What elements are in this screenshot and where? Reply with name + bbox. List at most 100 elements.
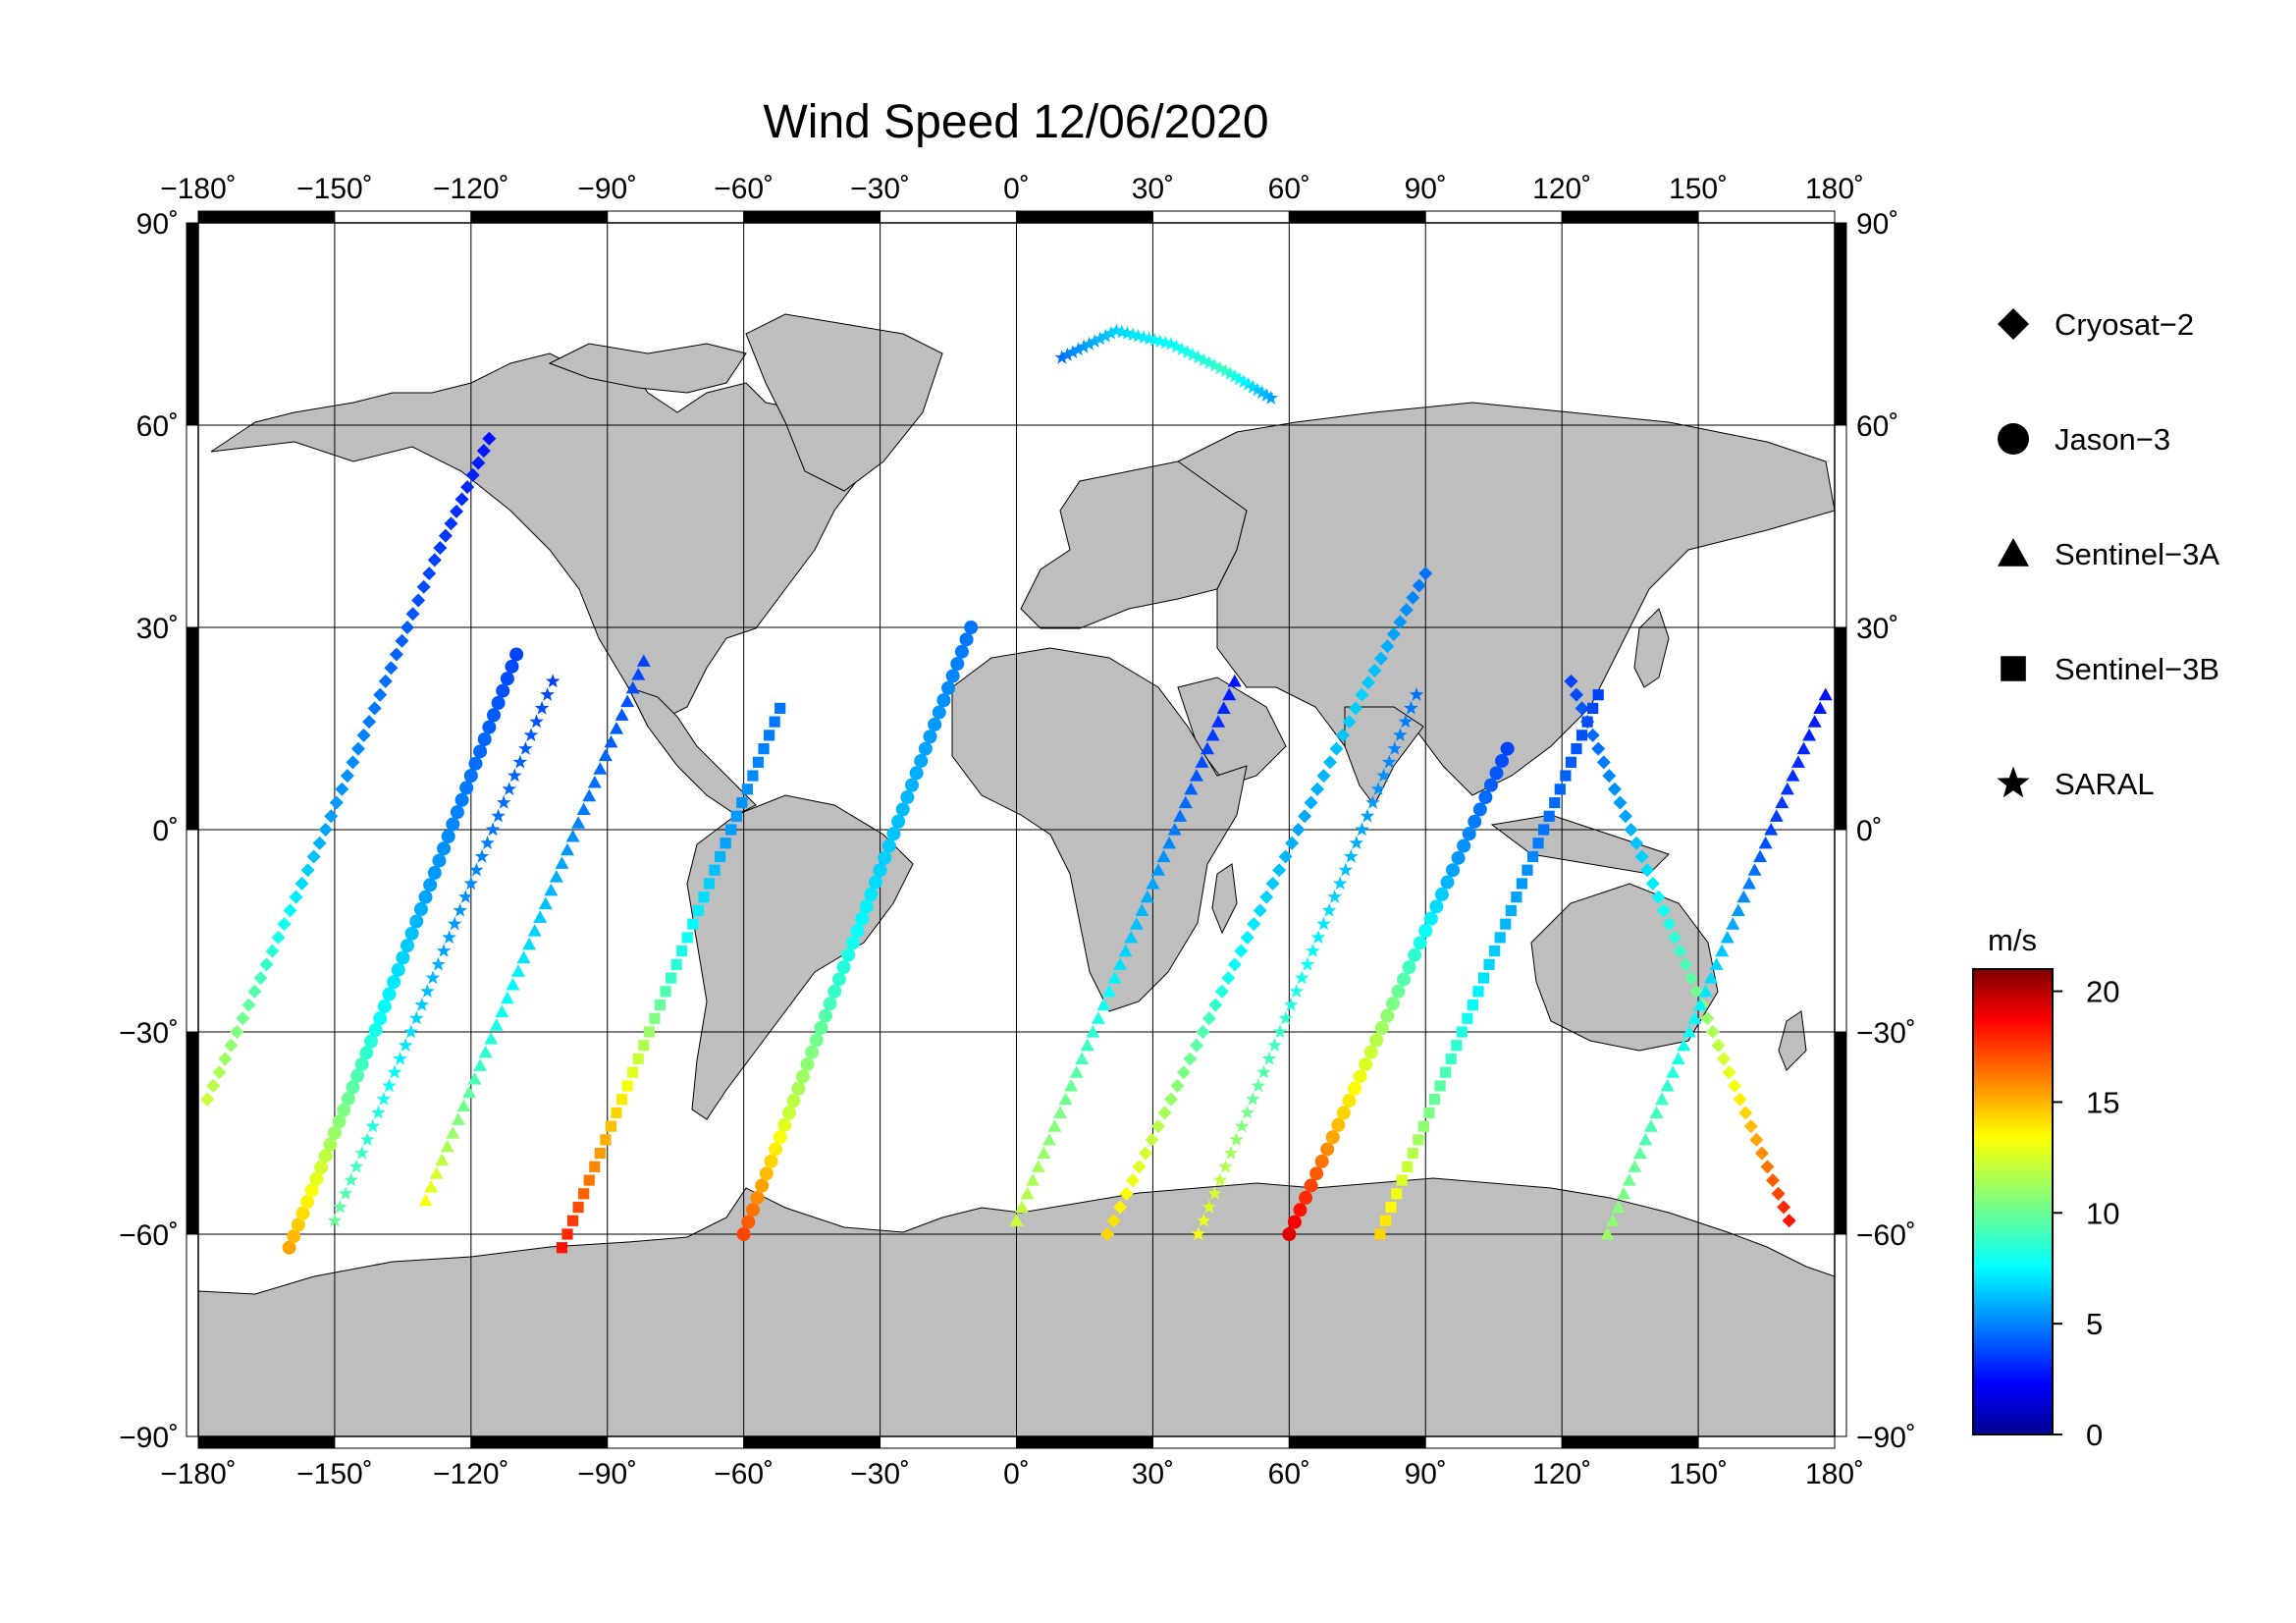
track-point-square: [594, 1148, 606, 1160]
track-point-diamond: [1214, 984, 1229, 999]
track-point-star: [1332, 876, 1348, 891]
track-point-triangle: [1649, 1106, 1664, 1118]
frame-segment-left: [186, 829, 199, 1033]
track-point-triangle: [440, 1139, 454, 1153]
lat-tick-label-left: −90˚: [119, 1422, 179, 1454]
track-point-circle: [354, 1056, 369, 1071]
track-point-star: [469, 862, 484, 877]
track-point-diamond: [378, 674, 393, 688]
track-point-diamond: [1399, 603, 1414, 618]
lon-tick-label-bottom: −30˚: [850, 1458, 910, 1490]
track-point-square: [670, 958, 682, 970]
track-point-square: [600, 1134, 612, 1146]
track-point-star: [1093, 331, 1107, 346]
track-point-circle: [769, 1142, 783, 1157]
track-point-square: [632, 1053, 644, 1065]
track-point-square: [752, 756, 765, 768]
track-point-triangle: [1107, 971, 1122, 984]
track-point-triangle: [1015, 1200, 1030, 1214]
track-point-triangle: [1643, 1119, 1658, 1132]
lat-tick-label-left: −60˚: [119, 1219, 179, 1252]
track-point-circle: [318, 1149, 333, 1163]
lon-tick-label-top: 120˚: [1532, 173, 1591, 205]
track-point-diamond: [1591, 741, 1606, 756]
frame-segment-right: [1834, 424, 1847, 628]
track-point-triangle: [1041, 1132, 1056, 1146]
track-point-diamond: [1316, 769, 1331, 784]
frame-segment-left: [186, 626, 199, 831]
track-point-diamond: [1259, 890, 1274, 904]
track-point-circle: [437, 841, 452, 856]
track-point-star: [474, 848, 490, 863]
track-point-diamond: [1208, 998, 1223, 1012]
land-greenland: [745, 313, 943, 492]
track-point-triangle: [500, 991, 514, 1004]
track-point-circle: [446, 817, 460, 832]
track-point-diamond: [1298, 809, 1312, 824]
track-point-diamond: [1304, 795, 1318, 810]
track-point-square: [1560, 770, 1572, 782]
track-point-triangle: [1720, 930, 1735, 944]
frame-segment-right: [1834, 829, 1847, 1033]
track-point-triangle: [1758, 836, 1773, 849]
track-point-circle: [923, 730, 937, 744]
track-point-diamond: [1673, 944, 1687, 958]
track-point-diamond: [1668, 930, 1682, 945]
track-point-diamond: [335, 782, 349, 796]
track-point-star: [1398, 714, 1414, 729]
track-point-circle: [736, 1227, 751, 1241]
track-point-circle: [1314, 1154, 1329, 1168]
legend-label: Sentinel−3B: [2055, 652, 2219, 686]
track-point-triangle: [1211, 715, 1226, 728]
track-point-star: [387, 1064, 402, 1079]
track-point-diamond: [1126, 1173, 1141, 1188]
track-point-star: [1278, 1010, 1293, 1025]
track-point-star: [1376, 768, 1391, 783]
track-point-square: [605, 1120, 617, 1132]
track-point-circle: [941, 680, 956, 695]
track-point-star: [1355, 822, 1369, 837]
track-point-star: [1272, 1024, 1288, 1039]
track-point-diamond: [329, 795, 344, 810]
track-point-diamond: [1348, 701, 1362, 716]
track-point-square: [725, 824, 737, 836]
lat-tick-label-left: 30˚: [136, 613, 179, 645]
track-point-circle: [486, 708, 501, 723]
lon-tick-label-bottom: 30˚: [1132, 1458, 1174, 1490]
track-point-diamond: [1575, 701, 1589, 716]
track-point-diamond: [373, 687, 388, 702]
track-point-star: [540, 687, 555, 701]
lon-tick-label-top: −120˚: [433, 173, 509, 205]
track-point-circle: [1282, 1227, 1297, 1241]
track-point-triangle: [1807, 715, 1822, 728]
track-point-star: [1261, 1051, 1277, 1065]
satellite-tracks: [200, 323, 1833, 1255]
lat-tick-label-left: 60˚: [136, 410, 179, 443]
track-point-circle: [1369, 1033, 1384, 1048]
track-point-diamond: [241, 998, 256, 1012]
track-point-square: [1379, 1215, 1392, 1226]
track-point-triangle: [636, 654, 651, 667]
lon-tick-label-top: −60˚: [714, 173, 774, 205]
track-point-star: [1255, 385, 1269, 400]
track-point-triangle: [1796, 741, 1811, 755]
track-point-diamond: [1624, 823, 1638, 837]
track-point-circle: [859, 899, 874, 914]
track-point-square: [1575, 730, 1588, 741]
track-point-diamond: [265, 944, 280, 958]
track-point-square: [638, 1040, 650, 1052]
legend-symbol-square: [2001, 656, 2026, 681]
track-point-square: [556, 1242, 568, 1254]
track-point-diamond: [1640, 863, 1655, 878]
track-point-circle: [432, 853, 447, 868]
track-point-square: [1396, 1174, 1408, 1186]
frame-segment-bottom: [1697, 1435, 1836, 1449]
track-point-diamond: [1749, 1132, 1764, 1147]
track-point-diamond: [476, 444, 491, 459]
track-point-diamond: [1240, 930, 1255, 945]
track-point-circle: [1402, 960, 1416, 975]
track-point-diamond: [1564, 674, 1578, 688]
track-point-star: [1212, 1172, 1228, 1187]
lon-tick-label-top: 0˚: [1003, 173, 1030, 205]
track-point-square: [561, 1228, 573, 1240]
